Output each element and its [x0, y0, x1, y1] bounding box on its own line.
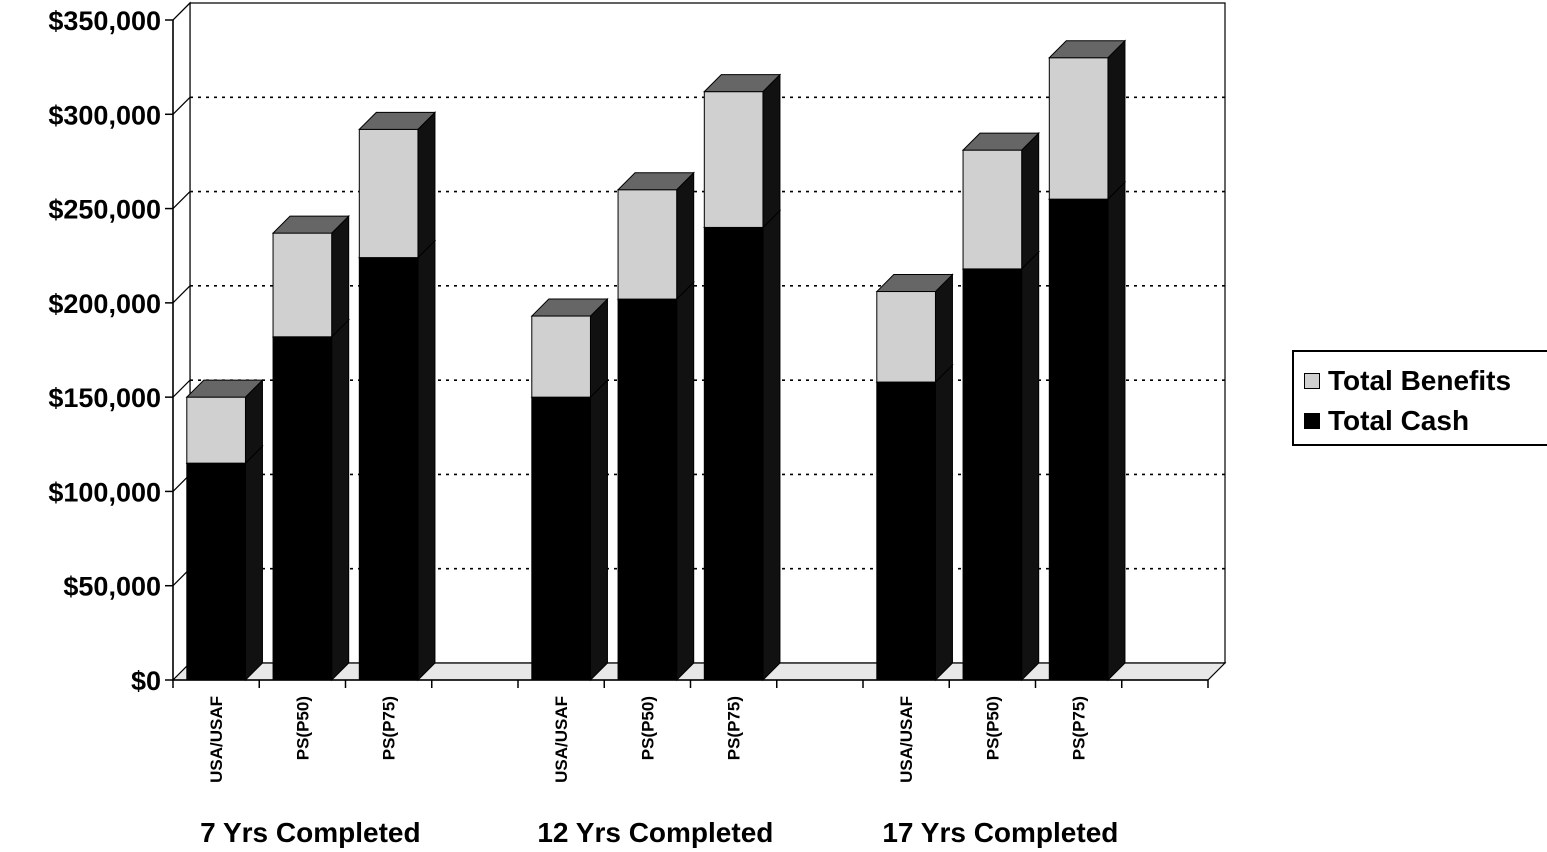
bar-cash-1-0-side	[589, 378, 608, 682]
grid-diagonal	[172, 2, 191, 21]
bar-cash-1-2	[703, 209, 782, 682]
x-category-label: USA/USAF	[552, 696, 571, 783]
y-tick-label: $0	[131, 666, 161, 696]
bar-cash-2-2	[1048, 180, 1127, 682]
x-category-label: PS(P75)	[380, 696, 399, 760]
bar-cash-1-2-front	[703, 226, 764, 681]
y-tick-label: $150,000	[48, 383, 161, 413]
legend-item-benefits: Total Benefits	[1304, 364, 1511, 398]
bar-benefits-2-1-front	[962, 149, 1023, 270]
bar-cash-0-2-front	[358, 257, 419, 681]
bar-benefits-0-1-top	[271, 215, 350, 234]
x-group-label: 7 Yrs Completed	[200, 817, 420, 848]
bar-cash-1-0-front	[531, 396, 591, 681]
legend-item-cash: Total Cash	[1304, 404, 1469, 438]
bar-benefits-0-2	[358, 111, 437, 259]
bar-benefits-1-1-front	[617, 189, 678, 300]
y-tick-label: $100,000	[48, 477, 161, 507]
bar-cash-1-1	[616, 280, 695, 682]
bar-cash-2-2-side	[1107, 180, 1126, 682]
bar-benefits-0-0-top	[185, 379, 264, 398]
bar-cash-2-1-side	[1021, 250, 1040, 682]
bar-cash-0-1-front	[272, 336, 333, 681]
x-category-label: PS(P50)	[638, 696, 657, 760]
legend: Total Benefits Total Cash	[1292, 350, 1547, 446]
x-group-label: 12 Yrs Completed	[537, 817, 773, 848]
bar-cash-0-1	[271, 318, 350, 682]
bar-benefits-2-2-front	[1048, 57, 1109, 200]
bar-benefits-1-0	[530, 297, 609, 399]
bar-benefits-2-2-side	[1107, 39, 1126, 201]
bar-cash-2-0-front	[876, 381, 936, 681]
bar-benefits-0-1-side	[331, 214, 350, 339]
x-category-label: PS(P75)	[1070, 696, 1089, 760]
legend-label-cash: Total Cash	[1328, 405, 1470, 436]
bar-cash-0-0-front	[186, 462, 246, 681]
bar-benefits-2-1	[961, 131, 1040, 271]
bar-benefits-1-2-front	[703, 91, 764, 228]
bar-cash-2-0	[875, 363, 954, 682]
bar-benefits-1-1-top	[616, 172, 695, 191]
bar-cash-0-2	[358, 239, 437, 682]
x-category-label: USA/USAF	[207, 696, 226, 783]
bar-cash-2-2-front	[1048, 198, 1109, 681]
x-category-label: PS(P50)	[983, 696, 1002, 760]
bar-benefits-2-0-side	[934, 273, 953, 384]
bar-cash-0-1-side	[331, 318, 350, 682]
bar-benefits-1-2	[703, 73, 782, 229]
bar-benefits-0-0	[185, 378, 264, 465]
bar-benefits-1-2-side	[762, 73, 781, 229]
bar-cash-0-2-side	[417, 239, 436, 682]
y-tick-label: $350,000	[48, 6, 161, 36]
bar-cash-0-0-side	[244, 444, 263, 682]
grid-diagonal	[172, 379, 191, 398]
legend-swatch-benefits	[1304, 373, 1320, 389]
bar-benefits-2-0	[875, 273, 954, 384]
grid-diagonal	[172, 285, 191, 304]
bar-benefits-1-1	[616, 171, 695, 301]
bar-benefits-0-2-side	[417, 111, 436, 259]
bar-benefits-0-2-top	[358, 111, 437, 130]
bar-benefits-1-0-front	[531, 315, 591, 398]
grid-diagonal	[172, 96, 191, 115]
bar-cash-1-0	[530, 378, 609, 682]
bar-benefits-2-1-top	[961, 132, 1040, 151]
bar-benefits-2-0-front	[876, 291, 936, 383]
bar-cash-1-1-front	[617, 298, 678, 681]
bar-benefits-1-2-top	[703, 74, 782, 93]
bar-cash-2-0-side	[934, 363, 953, 682]
bar-cash-1-2-side	[762, 209, 781, 682]
bar-benefits-2-0-top	[875, 274, 954, 293]
x-category-label: PS(P75)	[725, 696, 744, 760]
bar-benefits-0-2-front	[358, 128, 419, 259]
legend-swatch-cash	[1304, 413, 1320, 429]
bar-cash-0-0	[185, 444, 264, 682]
bar-benefits-0-1	[271, 214, 350, 339]
x-group-label: 17 Yrs Completed	[882, 817, 1118, 848]
bar-benefits-1-1-side	[676, 171, 695, 301]
grid-diagonal	[172, 191, 191, 209]
bar-benefits-2-2-top	[1048, 40, 1127, 59]
x-category-label: USA/USAF	[897, 696, 916, 783]
x-category-label: PS(P50)	[293, 696, 312, 760]
bar-benefits-2-1-side	[1021, 131, 1040, 271]
bar-cash-1-1-side	[676, 280, 695, 682]
y-tick-label: $250,000	[48, 195, 161, 225]
bar-benefits-0-1-front	[272, 232, 333, 338]
bar-cash-2-1	[961, 250, 1040, 682]
bar-cash-2-1-front	[962, 268, 1023, 681]
y-tick-label: $200,000	[48, 289, 161, 319]
bar-benefits-0-0-front	[186, 396, 246, 464]
bar-benefits-2-2	[1048, 39, 1127, 201]
legend-label-benefits: Total Benefits	[1328, 365, 1512, 396]
bar-benefits-1-0-top	[530, 298, 609, 317]
y-tick-label: $50,000	[63, 572, 161, 602]
y-tick-label: $300,000	[48, 100, 161, 130]
